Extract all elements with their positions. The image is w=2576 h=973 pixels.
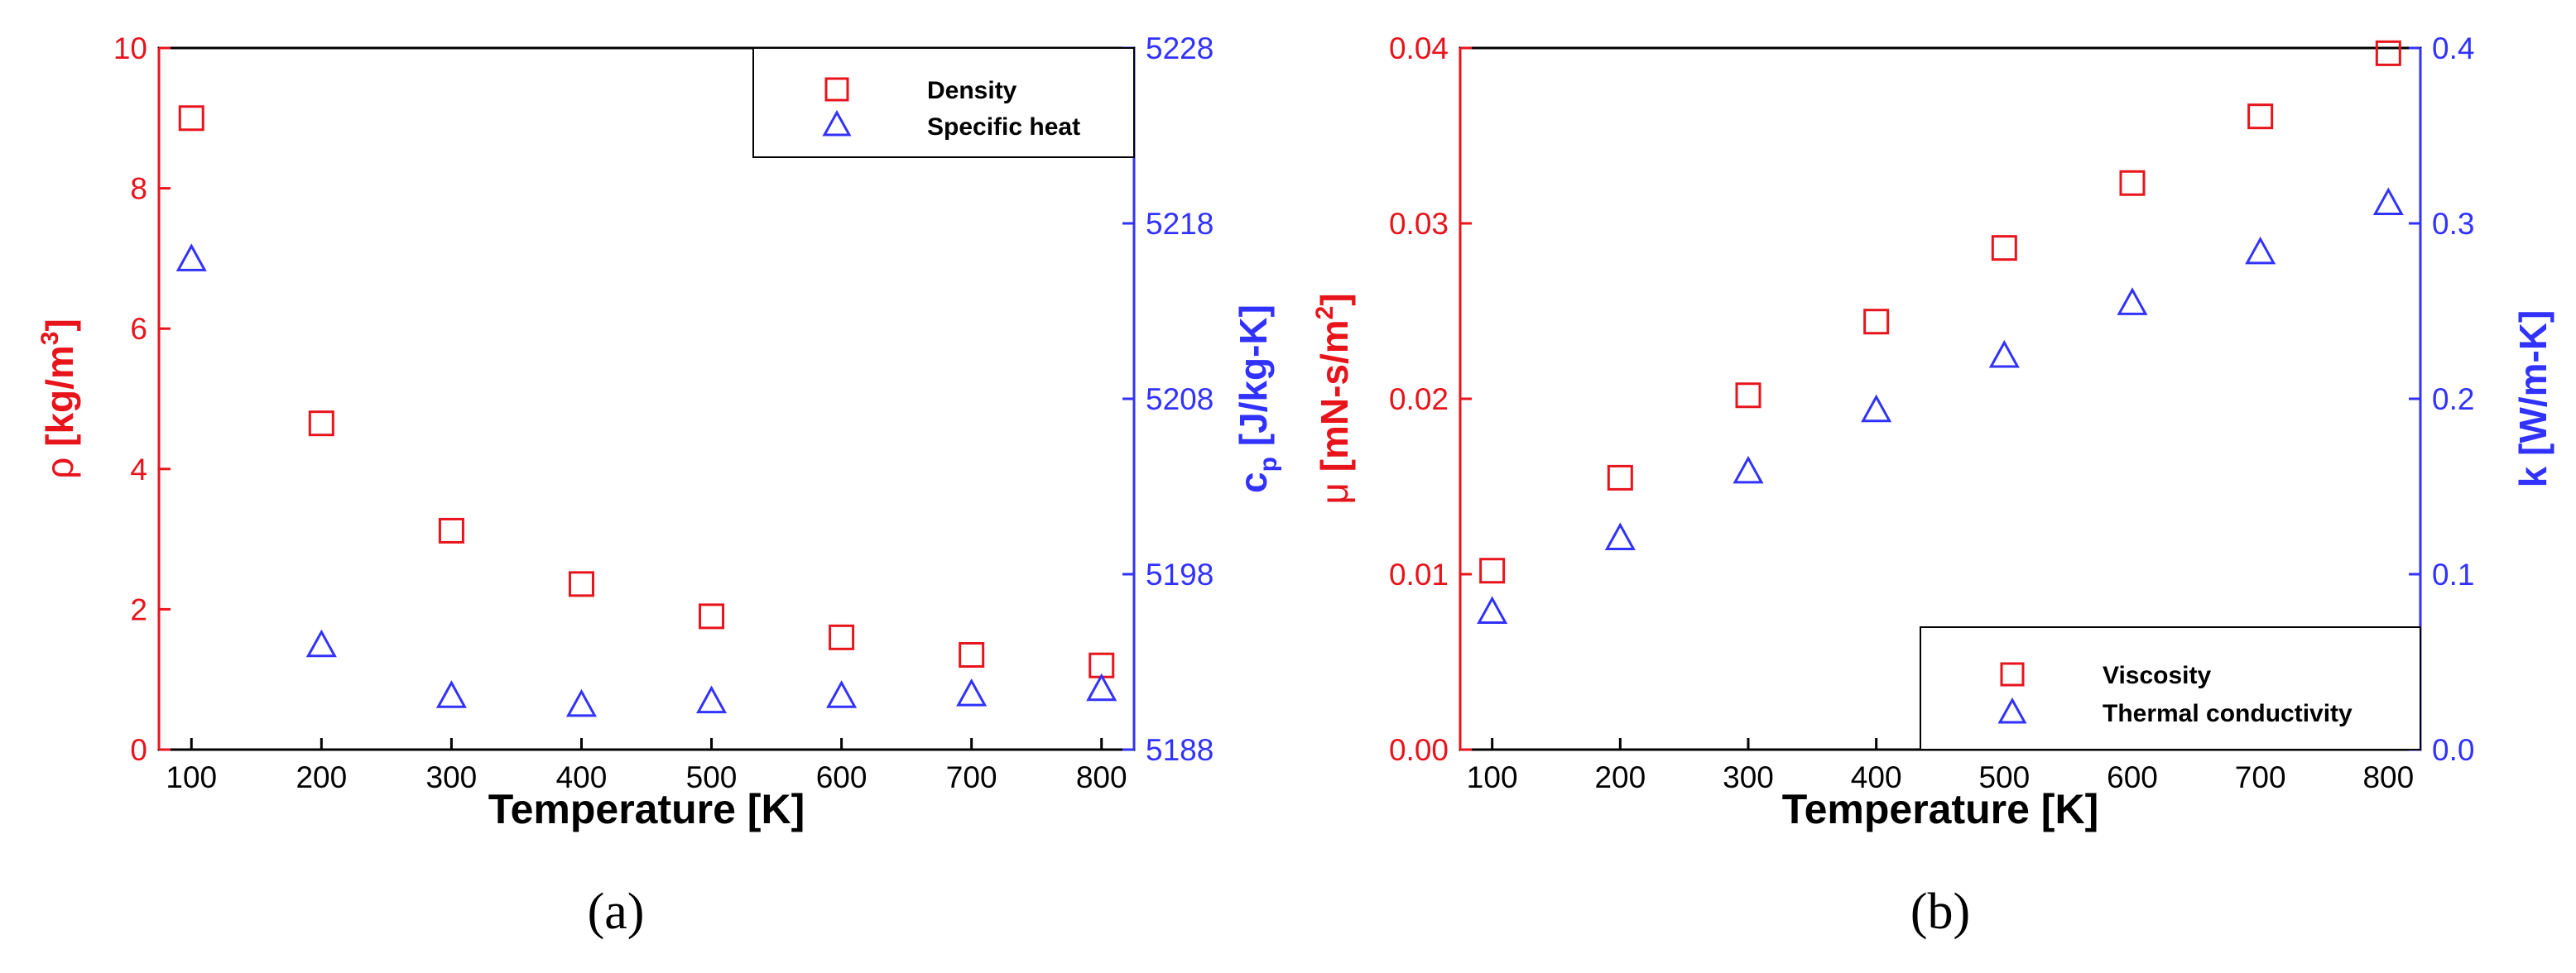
legend-label-density: Density <box>927 77 1017 104</box>
left-tick-label: 0.02 <box>1389 382 1449 416</box>
density-point <box>178 105 204 132</box>
right-tick-label: 5188 <box>1146 733 1214 767</box>
left-tick-label: 0 <box>130 733 147 767</box>
panel-b-x-ticks: 100 200 300 400 500 600 700 800 <box>1467 738 2414 794</box>
x-tick-label: 600 <box>816 760 867 794</box>
panel-a-y-axis-label-left: ρ [kg/m3] <box>36 319 81 479</box>
panel-a-left-ticks: 0 2 4 6 8 10 <box>113 31 171 767</box>
left-tick-label: 0.01 <box>1389 558 1449 592</box>
legend-label-thermal-conductivity: Thermal conductivity <box>2103 700 2353 727</box>
left-tick-label: 10 <box>113 31 147 65</box>
thermal-conductivity-point <box>2117 287 2148 315</box>
left-tick-label: 0.00 <box>1389 733 1449 767</box>
legend-label-specific-heat: Specific heat <box>927 113 1080 141</box>
x-tick-label: 200 <box>296 760 347 794</box>
specific-heat-point <box>435 680 467 708</box>
x-tick-label: 400 <box>556 760 608 794</box>
x-tick-label: 500 <box>1978 760 2030 794</box>
panel-b-left-ticks: 0.00 0.01 0.02 0.03 0.04 <box>1389 31 1472 767</box>
panel-b-label: (b) <box>1910 884 1970 940</box>
left-tick-label: 8 <box>130 172 147 206</box>
thermal-conductivity-point <box>2245 236 2276 265</box>
x-tick-label: 800 <box>2362 760 2414 794</box>
right-tick-label: 0.0 <box>2432 733 2474 767</box>
viscosity-point <box>1479 558 1506 584</box>
right-tick-label: 5228 <box>1146 31 1214 65</box>
viscosity-point <box>2247 103 2274 130</box>
viscosity-point <box>2375 40 2401 66</box>
viscosity-point <box>1863 309 1890 335</box>
panel-a: 0 2 4 6 8 10 5188 5198 5208 5218 5228 100 200 300 40… <box>36 31 1282 940</box>
density-point <box>699 603 725 630</box>
left-tick-label: 0.04 <box>1389 31 1449 65</box>
density-point <box>308 410 334 437</box>
panel-a-label: (a) <box>588 884 645 940</box>
x-tick-label: 100 <box>166 760 217 794</box>
right-tick-label: 5208 <box>1146 382 1214 416</box>
x-tick-label: 600 <box>2107 760 2158 794</box>
panel-b: 0.00 0.01 0.02 0.03 0.04 0.0 0.1 0.2 0.3 0.4 100… <box>1311 31 2554 940</box>
right-tick-label: 0.1 <box>2432 558 2474 592</box>
panel-a-right-ticks: 5188 5198 5208 5218 5228 <box>1122 31 1214 767</box>
specific-heat-point <box>826 680 858 708</box>
viscosity-point <box>1991 235 2017 261</box>
specific-heat-point <box>956 678 988 707</box>
legend-marker-triangle <box>822 109 852 137</box>
thermal-conductivity-point <box>1861 394 1892 423</box>
legend-marker-square <box>2000 662 2025 687</box>
x-tick-label: 800 <box>1076 760 1127 794</box>
thermal-conductivity-point <box>1604 522 1636 550</box>
viscosity-point <box>1607 464 1633 491</box>
density-point <box>568 571 594 597</box>
x-tick-label: 300 <box>426 760 478 794</box>
right-tick-label: 5198 <box>1146 558 1214 592</box>
specific-heat-point <box>175 243 207 271</box>
panel-a-legend: Density Specific heat <box>822 77 1080 141</box>
x-tick-label: 300 <box>1723 760 1774 794</box>
x-tick-label: 700 <box>2235 760 2286 794</box>
panel-a-x-ticks: 100 200 300 400 500 600 700 800 <box>166 738 1127 794</box>
panel-b-y-axis-label-right: k [W/m-K] <box>2511 310 2554 488</box>
panel-a-legend-box <box>752 47 1135 158</box>
panel-a-markers <box>175 105 1117 717</box>
left-tick-label: 0.03 <box>1389 207 1449 241</box>
legend-label-viscosity: Viscosity <box>2103 662 2212 689</box>
density-point <box>829 624 855 650</box>
specific-heat-point <box>1086 673 1117 702</box>
x-tick-label: 700 <box>946 760 997 794</box>
x-tick-label: 100 <box>1467 760 1518 794</box>
panel-a-x-axis-label: Temperature [K] <box>488 786 805 832</box>
thermal-conductivity-point <box>1733 455 1764 484</box>
viscosity-point <box>1735 382 1761 409</box>
specific-heat-point <box>565 688 598 717</box>
right-tick-label: 5218 <box>1146 207 1214 241</box>
panel-b-y-axis-label-left: μ [mN-s/m2] <box>1311 293 1356 504</box>
specific-heat-point <box>305 629 337 658</box>
left-tick-label: 6 <box>130 312 147 346</box>
panel-a-y-axis-label-right: cp [J/kg-K] <box>1232 304 1282 493</box>
specific-heat-point <box>695 685 728 714</box>
right-tick-label: 0.4 <box>2432 31 2474 65</box>
legend-marker-square <box>824 77 849 102</box>
thermal-conductivity-point <box>1988 339 2020 368</box>
panel-b-legend-box <box>1920 626 2421 750</box>
thermal-conductivity-point <box>1477 596 1508 625</box>
legend-marker-triangle <box>1997 697 2027 724</box>
panel-b-legend: Viscosity Thermal conductivity <box>1997 662 2353 727</box>
panel-b-markers <box>1477 40 2404 625</box>
x-tick-label: 400 <box>1851 760 1902 794</box>
left-tick-label: 4 <box>130 453 147 486</box>
panel-b-right-ticks: 0.0 0.1 0.2 0.3 0.4 <box>2409 31 2474 767</box>
x-tick-label: 200 <box>1594 760 1646 794</box>
panel-b-x-axis-label: Temperature [K] <box>1782 786 2098 832</box>
thermal-conductivity-point <box>2372 187 2404 216</box>
left-tick-label: 2 <box>130 592 147 626</box>
viscosity-point <box>2119 170 2146 196</box>
density-point <box>959 642 985 669</box>
right-tick-label: 0.2 <box>2432 382 2474 416</box>
x-tick-label: 500 <box>686 760 738 794</box>
density-point <box>438 517 464 544</box>
right-tick-label: 0.3 <box>2432 207 2474 241</box>
